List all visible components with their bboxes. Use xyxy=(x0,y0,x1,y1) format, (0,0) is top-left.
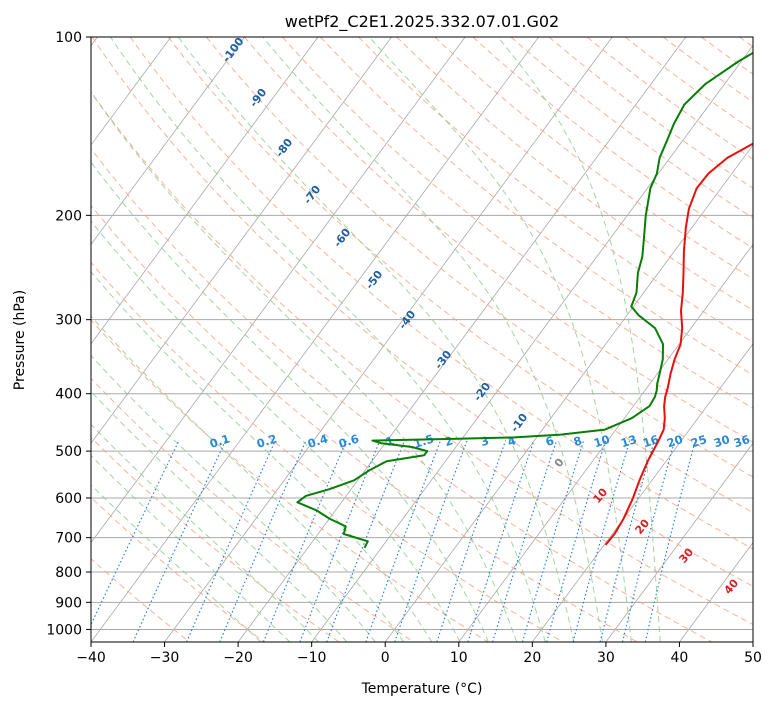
y-tick-label: 1000 xyxy=(46,622,82,638)
dry-adiabat-line xyxy=(283,37,775,642)
x-tick-label: 10 xyxy=(450,650,468,666)
isotherm-label: -70 xyxy=(301,183,324,207)
mixing-ratio-line xyxy=(220,441,306,642)
mixing-ratio-line xyxy=(623,441,675,642)
isotherm-label: -60 xyxy=(331,226,354,250)
dry-adiabat-line xyxy=(435,37,775,642)
background-lines-layer xyxy=(0,37,775,642)
dry-adiabat-line xyxy=(0,37,563,642)
isotherm-label: 0 xyxy=(552,456,567,470)
dry-adiabat-line xyxy=(549,37,775,642)
dewpoint-profile-line xyxy=(297,37,775,548)
moist-adiabat-line xyxy=(498,37,660,642)
isotherm-label: -40 xyxy=(396,308,419,332)
dry-adiabat-line xyxy=(16,37,712,642)
mixing-ratio-label: 4 xyxy=(506,433,518,449)
dry-adiabat-line xyxy=(511,37,775,642)
isotherm-label: -80 xyxy=(273,136,296,160)
x-tick-label: −10 xyxy=(297,650,327,666)
isotherm-line xyxy=(17,37,465,642)
dry-adiabat-label: 10 xyxy=(590,485,610,505)
x-tick-label: −20 xyxy=(223,650,253,666)
y-axis-label: Pressure (hPa) xyxy=(12,290,28,390)
mixing-ratio-line xyxy=(83,441,179,642)
x-tick-label: 50 xyxy=(744,650,762,666)
mixing-ratio-line xyxy=(547,441,606,642)
y-tick-label: 800 xyxy=(55,565,82,581)
moist-adiabat-line xyxy=(0,37,347,642)
isotherm-label: -30 xyxy=(432,348,455,372)
mixing-ratio-line xyxy=(573,441,630,642)
moist-adiabat-line xyxy=(0,37,261,642)
mixing-ratio-label: 36 xyxy=(732,432,752,450)
y-tick-label: 400 xyxy=(55,387,82,403)
moist-adiabat-line xyxy=(178,37,574,642)
dry-adiabat-line xyxy=(0,37,637,642)
isotherm-label: -50 xyxy=(363,268,386,292)
y-tick-label: 300 xyxy=(55,313,82,329)
mixing-ratio-label: 30 xyxy=(712,432,732,450)
mixing-ratio-line xyxy=(523,441,584,642)
mixing-ratio-label: 2 xyxy=(443,433,455,449)
x-tick-label: 40 xyxy=(671,650,689,666)
y-tick-label: 100 xyxy=(55,30,82,46)
y-tick-label: 900 xyxy=(55,595,82,611)
mixing-ratio-label: 0.6 xyxy=(337,431,361,451)
y-tick-label: 200 xyxy=(55,208,82,224)
mixing-ratio-label: 0.4 xyxy=(306,431,330,451)
moist-adiabat-line xyxy=(0,37,432,642)
isotherm-line xyxy=(679,37,775,642)
dry-adiabat-label: 30 xyxy=(676,545,696,565)
temperature-profile-line xyxy=(606,37,775,545)
x-tick-label: 20 xyxy=(523,650,541,666)
moist-adiabat-line xyxy=(0,37,375,642)
x-axis-label: Temperature (°C) xyxy=(361,681,483,697)
y-tick-label: 600 xyxy=(55,491,82,507)
mixing-ratio-line xyxy=(493,441,557,642)
dry-adiabat-line xyxy=(359,37,775,642)
isotherm-line xyxy=(0,37,244,642)
moist-adiabat-line xyxy=(369,37,631,642)
dry-adiabat-line xyxy=(0,37,488,642)
moist-adiabat-line xyxy=(0,37,460,642)
x-tick-label: 0 xyxy=(381,650,390,666)
mixing-ratio-label: 13 xyxy=(619,432,639,450)
mixing-ratio-label: 0.1 xyxy=(208,431,232,451)
chart-title: wetPf2_C2E1.2025.332.07.01.G02 xyxy=(285,12,559,32)
series-layer xyxy=(297,37,775,548)
x-tick-label: −40 xyxy=(76,650,106,666)
mixing-ratio-label: 25 xyxy=(689,432,709,450)
dry-adiabat-line xyxy=(473,37,775,642)
mixing-ratio-line xyxy=(133,441,226,642)
isotherm-line xyxy=(753,37,775,642)
mixing-ratio-label: 10 xyxy=(592,432,612,450)
dry-adiabat-line xyxy=(663,37,775,642)
moist-adiabat-line xyxy=(9,37,488,642)
mixing-ratio-label: 0.2 xyxy=(255,431,279,451)
isotherm-line xyxy=(165,37,613,642)
mixing-ratio-line xyxy=(437,441,506,642)
x-tick-label: 30 xyxy=(597,650,615,666)
isotherm-line xyxy=(459,37,775,642)
dry-adiabat-line xyxy=(701,37,775,642)
dry-adiabat-line xyxy=(0,37,339,642)
mixing-ratio-label: 8 xyxy=(572,433,584,449)
isotherm-line xyxy=(91,37,539,642)
y-tick-label: 500 xyxy=(55,444,82,460)
y-tick-label: 700 xyxy=(55,531,82,547)
moist-adiabat-line xyxy=(0,37,290,642)
mixing-ratio-label: 3 xyxy=(479,433,491,449)
isotherm-label: -10 xyxy=(508,411,531,435)
x-tick-label: −30 xyxy=(150,650,180,666)
dry-adiabat-line xyxy=(739,37,775,642)
isotherm-line xyxy=(238,37,686,642)
dry-adiabat-label: 40 xyxy=(721,576,741,596)
dry-adiabat-line xyxy=(0,37,413,642)
isotherm-line xyxy=(0,37,392,642)
